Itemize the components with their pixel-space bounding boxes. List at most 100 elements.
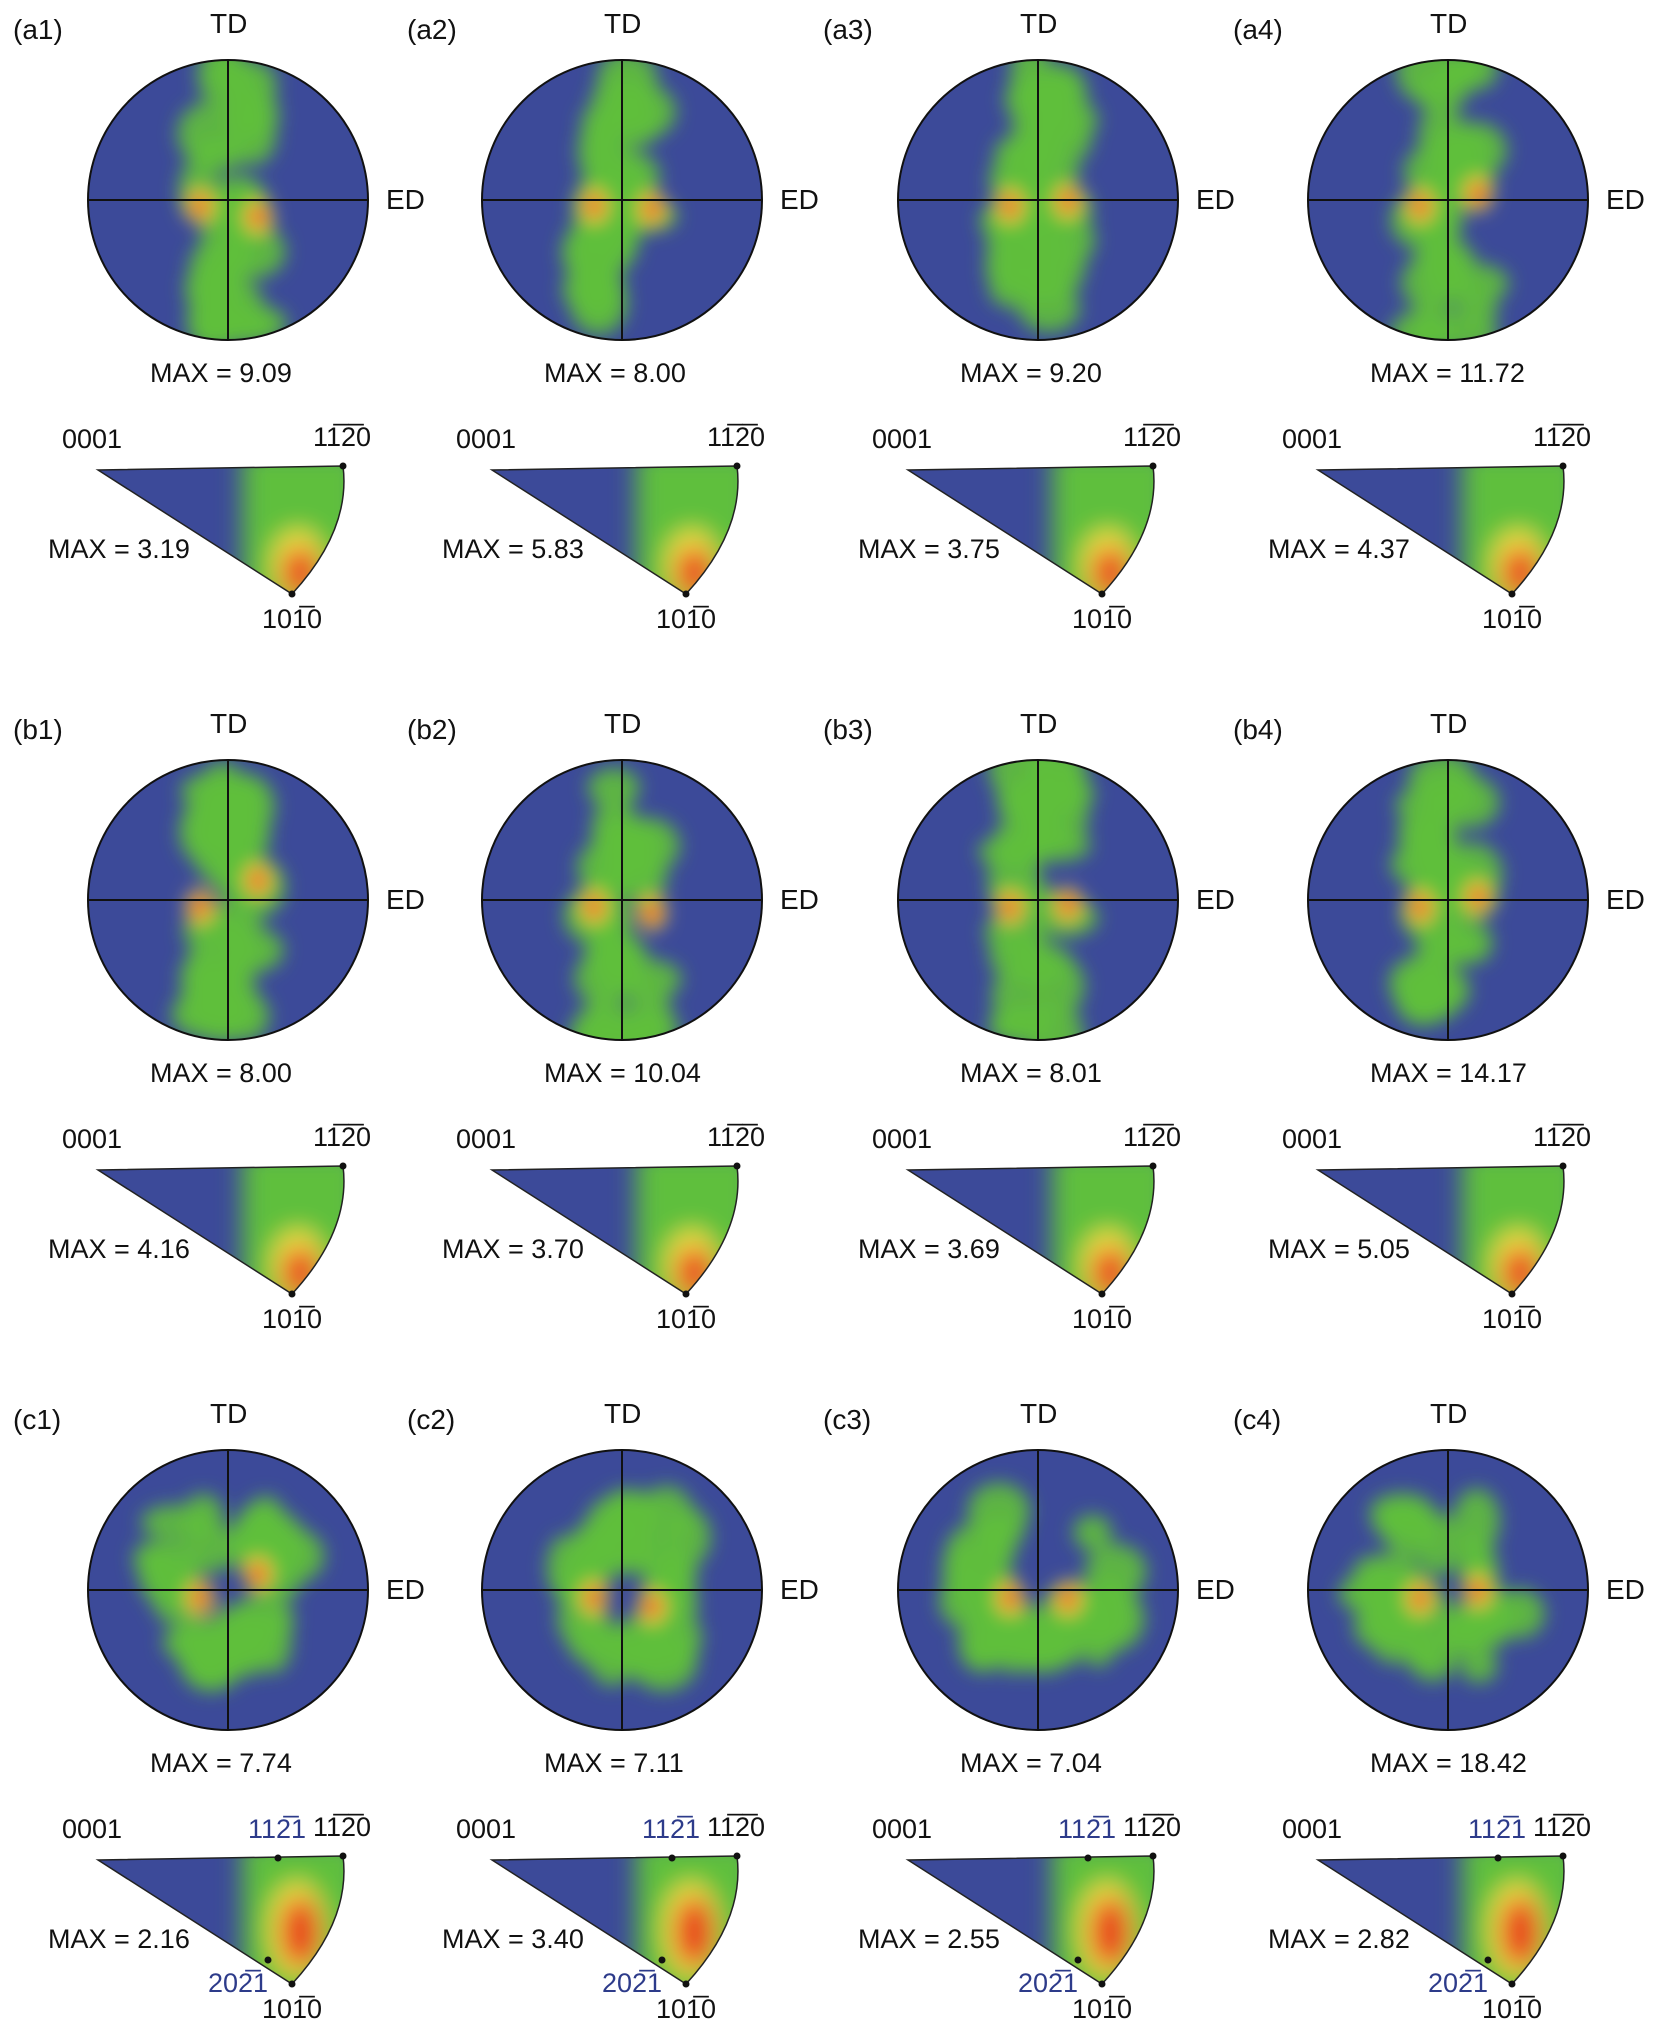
intensity-map bbox=[561, 60, 678, 336]
td-label: TD bbox=[1430, 708, 1468, 739]
intensity-blob bbox=[593, 814, 656, 873]
td-label: TD bbox=[210, 1398, 248, 1429]
ipf-corner-dot bbox=[1559, 1162, 1567, 1170]
ipf-outline bbox=[489, 465, 739, 595]
max-value: 3.19 bbox=[137, 534, 190, 564]
max-prefix: MAX = bbox=[150, 1058, 240, 1088]
ipf-10-10-label: 101̅0 bbox=[1072, 604, 1133, 634]
pole-figure bbox=[481, 59, 763, 341]
ipf-0001-label: 0001 bbox=[872, 424, 933, 454]
pole-figure-max: MAX = 7.74 bbox=[150, 1748, 292, 1779]
td-label: TD bbox=[1020, 708, 1058, 739]
intensity-blob bbox=[546, 1535, 585, 1600]
td-label: TD bbox=[604, 8, 642, 39]
ipf-20-21-label: 202̅1 bbox=[208, 1968, 269, 1998]
ipf-20-21-label: 202̅1 bbox=[1428, 1968, 1489, 1998]
max-value: 8.00 bbox=[633, 358, 686, 388]
ipf-corner-dot bbox=[658, 1956, 666, 1964]
ipf-0001-label: 0001 bbox=[1282, 1124, 1343, 1154]
intensity-blob bbox=[989, 930, 1053, 982]
pole-figure bbox=[897, 759, 1179, 1041]
ipf-0001-label: 0001 bbox=[456, 1814, 517, 1844]
intensity-peak bbox=[1411, 194, 1429, 219]
intensity-blob bbox=[1418, 102, 1465, 169]
max-prefix: MAX = bbox=[442, 1234, 532, 1264]
max-value: 7.04 bbox=[1049, 1748, 1102, 1778]
ipf-corner-dot bbox=[1508, 1980, 1516, 1988]
ipf-corner-dot bbox=[682, 1980, 690, 1988]
ed-label: ED bbox=[386, 1574, 425, 1605]
td-label: TD bbox=[604, 708, 642, 739]
intensity-blob bbox=[189, 243, 235, 287]
max-value: 5.05 bbox=[1357, 1234, 1410, 1264]
ipf-corner-dot bbox=[668, 1854, 676, 1862]
inverse-pole-figure bbox=[95, 462, 347, 598]
max-prefix: MAX = bbox=[858, 1234, 948, 1264]
ipf-corner-dot bbox=[339, 462, 347, 470]
ipf-peak bbox=[280, 1896, 320, 1968]
max-prefix: MAX = bbox=[858, 534, 948, 564]
inverse-pole-figure bbox=[489, 1162, 741, 1298]
inverse-pole-figure bbox=[905, 1162, 1157, 1298]
max-prefix: MAX = bbox=[48, 1924, 138, 1954]
intensity-map bbox=[133, 1493, 325, 1692]
pole-figure-max: MAX = 7.11 bbox=[544, 1748, 684, 1779]
ipf-corner-dot bbox=[733, 462, 741, 470]
intensity-peak bbox=[643, 900, 661, 925]
ipf-corner-dot bbox=[339, 1162, 347, 1170]
intensity-blob bbox=[232, 105, 277, 165]
pole-figure bbox=[1307, 1449, 1589, 1731]
ipf-max: MAX = 2.55 bbox=[858, 1924, 1000, 1955]
ipf-corner-dot bbox=[1098, 1980, 1106, 1988]
intensity-blob bbox=[577, 117, 621, 186]
intensity-blob bbox=[580, 263, 617, 321]
intensity-blob bbox=[221, 927, 284, 973]
intensity-peak bbox=[1469, 1579, 1487, 1604]
ipf-corner-dot bbox=[1508, 590, 1516, 598]
intensity-blob bbox=[1026, 1002, 1084, 1040]
max-prefix: MAX = bbox=[1370, 1748, 1460, 1778]
ipf-outline bbox=[1315, 1855, 1565, 1985]
intensity-map bbox=[1388, 760, 1503, 1026]
intensity-peak bbox=[249, 868, 267, 893]
inverse-pole-figure bbox=[489, 462, 741, 598]
max-prefix: MAX = bbox=[48, 534, 138, 564]
max-value: 18.42 bbox=[1459, 1748, 1527, 1778]
ipf-20-21-label: 202̅1 bbox=[602, 1968, 663, 1998]
intensity-blob bbox=[1370, 1612, 1419, 1664]
ipf-corner-dot bbox=[274, 1854, 282, 1862]
panel-label: (c2) bbox=[407, 1404, 456, 1435]
intensity-peak bbox=[191, 1585, 209, 1610]
intensity-map bbox=[1338, 1488, 1545, 1683]
ipf-0001-label: 0001 bbox=[1282, 1814, 1343, 1844]
inverse-pole-figure bbox=[1315, 462, 1567, 598]
ipf-outline bbox=[905, 1165, 1155, 1295]
max-prefix: MAX = bbox=[150, 1748, 240, 1778]
panel-label: (c1) bbox=[13, 1404, 62, 1435]
ipf-max: MAX = 4.37 bbox=[1268, 534, 1410, 565]
intensity-blob bbox=[1437, 314, 1498, 340]
ipf-corner-dot bbox=[1149, 462, 1157, 470]
max-value: 9.09 bbox=[239, 358, 292, 388]
max-value: 14.17 bbox=[1459, 1058, 1527, 1088]
ipf-corner-dot bbox=[288, 1290, 296, 1298]
panel-label: (c4) bbox=[1233, 1404, 1282, 1435]
ed-label: ED bbox=[1196, 884, 1235, 915]
max-value: 7.74 bbox=[239, 1748, 292, 1778]
ed-label: ED bbox=[1196, 1574, 1235, 1605]
max-prefix: MAX = bbox=[442, 534, 532, 564]
inverse-pole-figure bbox=[905, 1852, 1157, 1988]
intensity-blob bbox=[1451, 60, 1499, 91]
intensity-peak bbox=[1469, 181, 1487, 206]
ipf-corner-dot bbox=[1494, 1854, 1502, 1862]
ipf-intensity bbox=[242, 1856, 344, 1984]
ipf-corner-dot bbox=[288, 1980, 296, 1988]
intensity-blob bbox=[188, 928, 225, 993]
ipf-peak bbox=[1090, 1896, 1130, 1968]
ipf-corner-dot bbox=[339, 1852, 347, 1860]
ed-label: ED bbox=[780, 184, 819, 215]
ed-label: ED bbox=[1606, 884, 1645, 915]
panel-label: (b1) bbox=[13, 714, 63, 745]
ipf-corner-dot bbox=[733, 1852, 741, 1860]
